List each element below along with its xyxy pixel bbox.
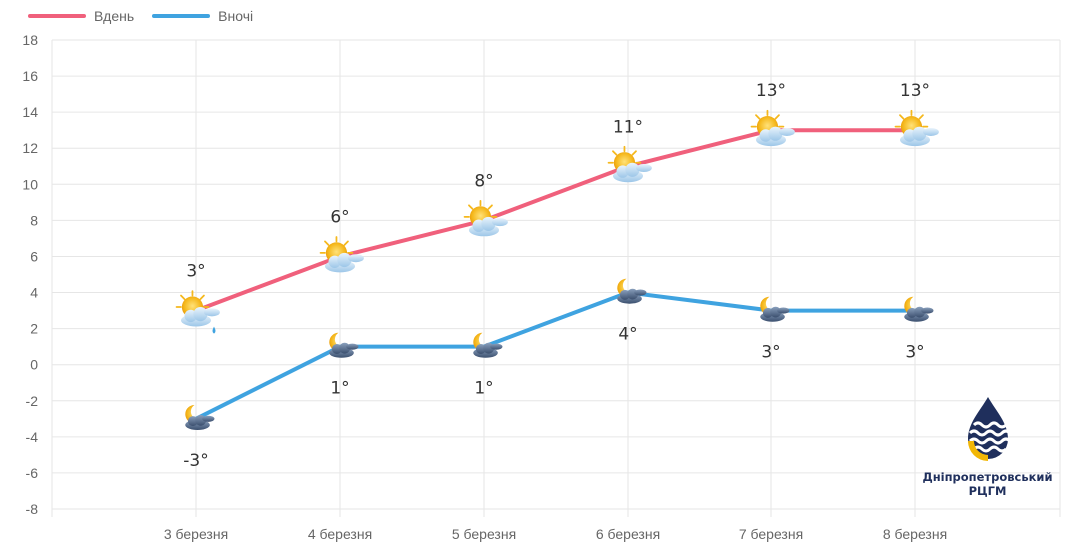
y-tick-label: -4	[26, 429, 39, 445]
weather-icons	[175, 109, 940, 430]
series-line-day	[194, 128, 917, 313]
legend-swatch-day	[28, 14, 86, 18]
rcgm-logo-line1: Дніпропетровський	[922, 470, 1053, 484]
y-tick-label: 2	[30, 321, 38, 337]
legend-item-day[interactable]: Вдень	[28, 8, 134, 24]
x-tick-label: 5 березня	[452, 526, 516, 542]
sun-cloud-rain-icon	[175, 290, 221, 334]
night-temp-label: 1°	[330, 379, 349, 399]
rcgm-logo: Дніпропетровський РЦГМ	[915, 395, 1060, 498]
night-temp-label: 1°	[474, 379, 493, 399]
x-tick-label: 7 березня	[739, 526, 803, 542]
moon-cloud-icon	[473, 332, 503, 358]
y-tick-label: 0	[30, 357, 38, 373]
sun-cloud-icon	[319, 236, 365, 274]
y-tick-label: 16	[22, 68, 38, 84]
rcgm-logo-icon	[967, 397, 1011, 461]
sun-cloud-icon	[607, 145, 653, 184]
day-temp-label: 3°	[186, 262, 205, 282]
legend-label-night: Вночі	[218, 8, 254, 24]
legend-label-day: Вдень	[94, 8, 135, 24]
moon-cloud-icon	[760, 296, 790, 322]
night-temp-label: 4°	[618, 325, 637, 345]
day-temp-label: 13°	[756, 81, 786, 101]
x-tick-label: 8 березня	[883, 526, 947, 542]
series-line-night	[194, 290, 917, 421]
moon-cloud-icon	[617, 278, 647, 304]
x-tick-label: 6 березня	[596, 526, 660, 542]
sun-cloud-icon	[750, 109, 796, 148]
moon-cloud-icon	[329, 332, 359, 358]
y-tick-label: -6	[26, 465, 39, 481]
day-temp-label: 6°	[330, 207, 349, 227]
x-tick-label: 3 березня	[164, 526, 228, 542]
moon-cloud-icon	[185, 404, 215, 430]
sun-cloud-icon	[894, 109, 940, 148]
y-tick-label: -8	[26, 501, 39, 517]
x-axis: 3 березня 4 березня 5 березня 6 березня 7 бе…	[164, 526, 947, 542]
night-temp-label: -3°	[183, 451, 208, 471]
rcgm-logo-line2: РЦГМ	[968, 484, 1007, 498]
y-tick-label: 12	[22, 140, 38, 156]
y-tick-label: 8	[30, 212, 38, 228]
legend-item-night[interactable]: Вночі	[152, 8, 253, 24]
y-tick-label: 14	[22, 104, 38, 120]
day-temp-label: 11°	[613, 117, 643, 137]
y-axis: 18 16 14 12 10 8 6 4 2 0 -2 -4 -6 -8	[22, 32, 38, 517]
data-labels: 3° 6° 8° 11° 13° 13° -3° 1° 1° 4° 3° 3°	[183, 81, 930, 471]
y-tick-label: 18	[22, 32, 38, 48]
moon-cloud-icon	[904, 296, 934, 322]
legend-swatch-night	[152, 14, 211, 18]
series-lines	[194, 128, 917, 421]
grid	[51, 39, 1061, 517]
day-temp-label: 8°	[474, 171, 493, 191]
x-tick-label: 4 березня	[308, 526, 372, 542]
chart-legend: Вдень Вночі	[28, 8, 271, 24]
y-tick-label: 10	[22, 176, 38, 192]
day-temp-label: 13°	[900, 81, 930, 101]
y-tick-label: 4	[30, 285, 38, 301]
y-tick-label: -2	[26, 393, 39, 409]
night-temp-label: 3°	[761, 343, 780, 363]
sun-cloud-icon	[463, 200, 509, 238]
y-tick-label: 6	[30, 248, 38, 264]
night-temp-label: 3°	[905, 343, 924, 363]
